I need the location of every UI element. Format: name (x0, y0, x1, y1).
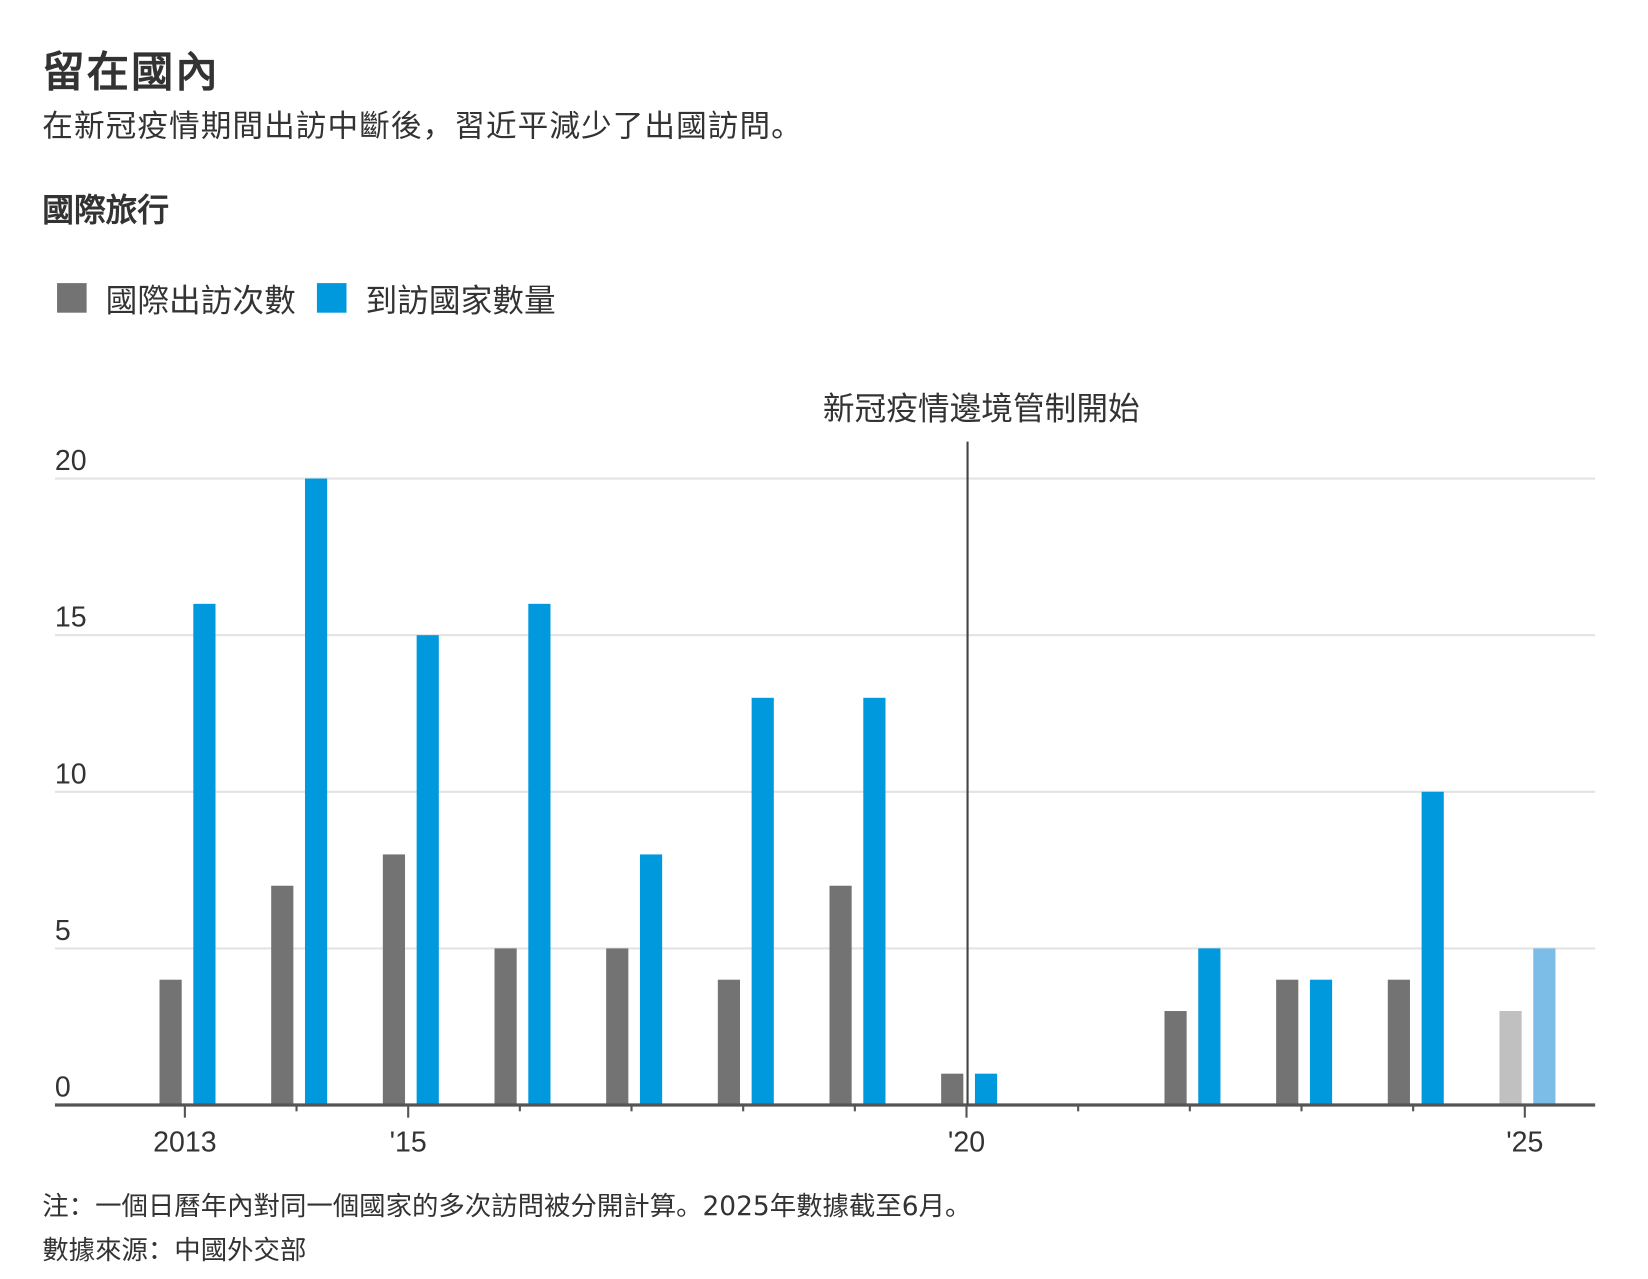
bar-countries-2025 (1533, 948, 1556, 1105)
source-note: 數據來源：中國外交部 (42, 1234, 307, 1266)
bar-countries-2017 (639, 854, 663, 1105)
annotation-label: 新冠疫情邊境管制開始 (823, 391, 1140, 427)
page-subtitle: 在新冠疫情期間出訪中斷後，習近平減少了出國訪問。 (42, 107, 803, 144)
y-tick-label: 10 (55, 758, 87, 790)
page-title: 留在國內 (42, 48, 220, 98)
bar-trips-2017 (606, 948, 629, 1105)
bar-countries-2023 (1309, 979, 1333, 1105)
x-tick-label: '20 (948, 1126, 985, 1158)
chart-title: 國際旅行 (42, 192, 170, 230)
bar-trips-2016 (494, 948, 517, 1105)
bar-countries-2018 (751, 697, 774, 1105)
legend-swatch-countries (316, 283, 347, 313)
bar-trips-2018 (717, 979, 741, 1105)
bar-trips-2024 (1387, 979, 1410, 1105)
footnote: 注：一個日曆年內對同一個國家的多次訪問被分開計算。2025年數據截至6月。 (42, 1190, 972, 1222)
bar-countries-2015 (416, 635, 439, 1105)
x-tick-label: '25 (1506, 1126, 1543, 1158)
y-tick-label: 15 (55, 602, 87, 634)
legend-swatch-trips (57, 283, 87, 313)
bar-trips-2022 (1164, 1011, 1187, 1105)
bar-countries-2014 (304, 478, 328, 1105)
bar-countries-2019 (863, 697, 886, 1105)
bar-trips-2025 (1499, 1011, 1522, 1105)
legend-label-trips: 國際出訪次數 (105, 283, 296, 321)
y-tick-label: 0 (55, 1072, 71, 1104)
y-tick-label: 20 (55, 445, 87, 477)
bar-trips-2023 (1276, 979, 1299, 1105)
bar-countries-2024 (1421, 791, 1444, 1105)
legend: 國際出訪次數 到訪國家數量 (57, 275, 577, 321)
y-tick-label: 5 (55, 915, 71, 947)
bar-trips-2019 (829, 885, 852, 1105)
bar-trips-2013 (159, 979, 182, 1105)
bar-countries-2013 (193, 603, 216, 1105)
bar-countries-2016 (528, 603, 551, 1105)
bar-trips-2015 (382, 854, 406, 1105)
bar-trips-2020 (941, 1073, 964, 1105)
bar-countries-2022 (1198, 948, 1221, 1105)
legend-label-countries: 到訪國家數量 (365, 283, 556, 321)
x-tick-label: '15 (390, 1126, 427, 1158)
bar-countries-2020 (974, 1073, 998, 1105)
x-tick-label: 2013 (153, 1126, 216, 1158)
bar-trips-2014 (271, 885, 294, 1105)
